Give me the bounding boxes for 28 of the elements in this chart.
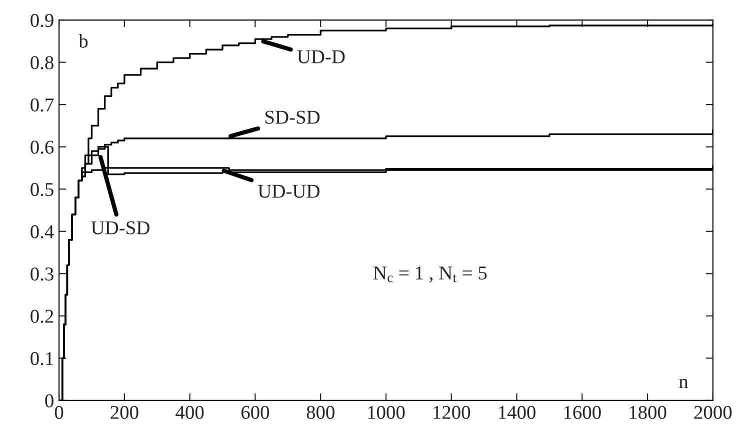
y-tick-label: 0.1 [30,352,54,366]
series-label: UD-UD [258,184,320,198]
series-label: UD-SD [91,221,150,234]
y-tick-label: 0.4 [30,225,54,238]
x-tick-label: 1400 [499,406,536,419]
x-tick-label: 600 [241,406,270,419]
x-axis-title: n [679,378,688,388]
x-tick-label: 1000 [368,406,405,419]
annotation: N$_{c}$ = 1 , N$_{t}$ = 5 [373,266,487,282]
y-tick-label: 0.5 [30,182,54,196]
x-tick-label: 1600 [564,406,601,419]
x-tick-label: 0 [54,406,64,419]
x-tick-label: 400 [176,406,204,419]
y-tick-label: 0 [45,394,54,408]
y-tick-label: 0.7 [30,98,54,112]
x-tick-label: 200 [110,406,138,419]
y-tick-label: 0.9 [30,14,54,28]
y-tick-label: 0.8 [30,56,54,70]
y-tick-label: 0.3 [30,267,54,281]
y-tick-label: 0.2 [30,310,54,323]
y-tick-label: 0.6 [30,140,54,154]
x-tick-label: 800 [306,406,334,419]
annotation: b [78,34,88,48]
x-tick-label: 2000 [694,406,732,419]
legend-label: UD-D [297,50,345,64]
series-label: SD-SD [265,110,320,124]
x-tick-label: 1800 [630,406,666,419]
x-tick-label: 1200 [434,406,470,419]
